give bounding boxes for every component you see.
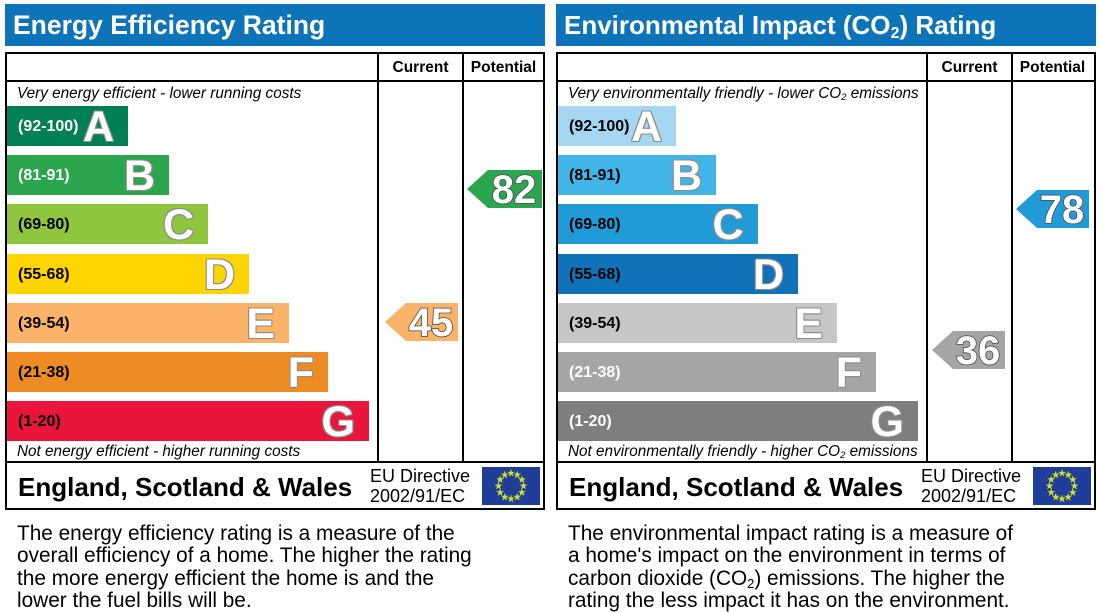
svg-text:36: 36 (956, 331, 1001, 369)
svg-text:45: 45 (409, 303, 454, 341)
svg-text:78: 78 (1040, 190, 1085, 228)
svg-text:82: 82 (492, 170, 537, 208)
